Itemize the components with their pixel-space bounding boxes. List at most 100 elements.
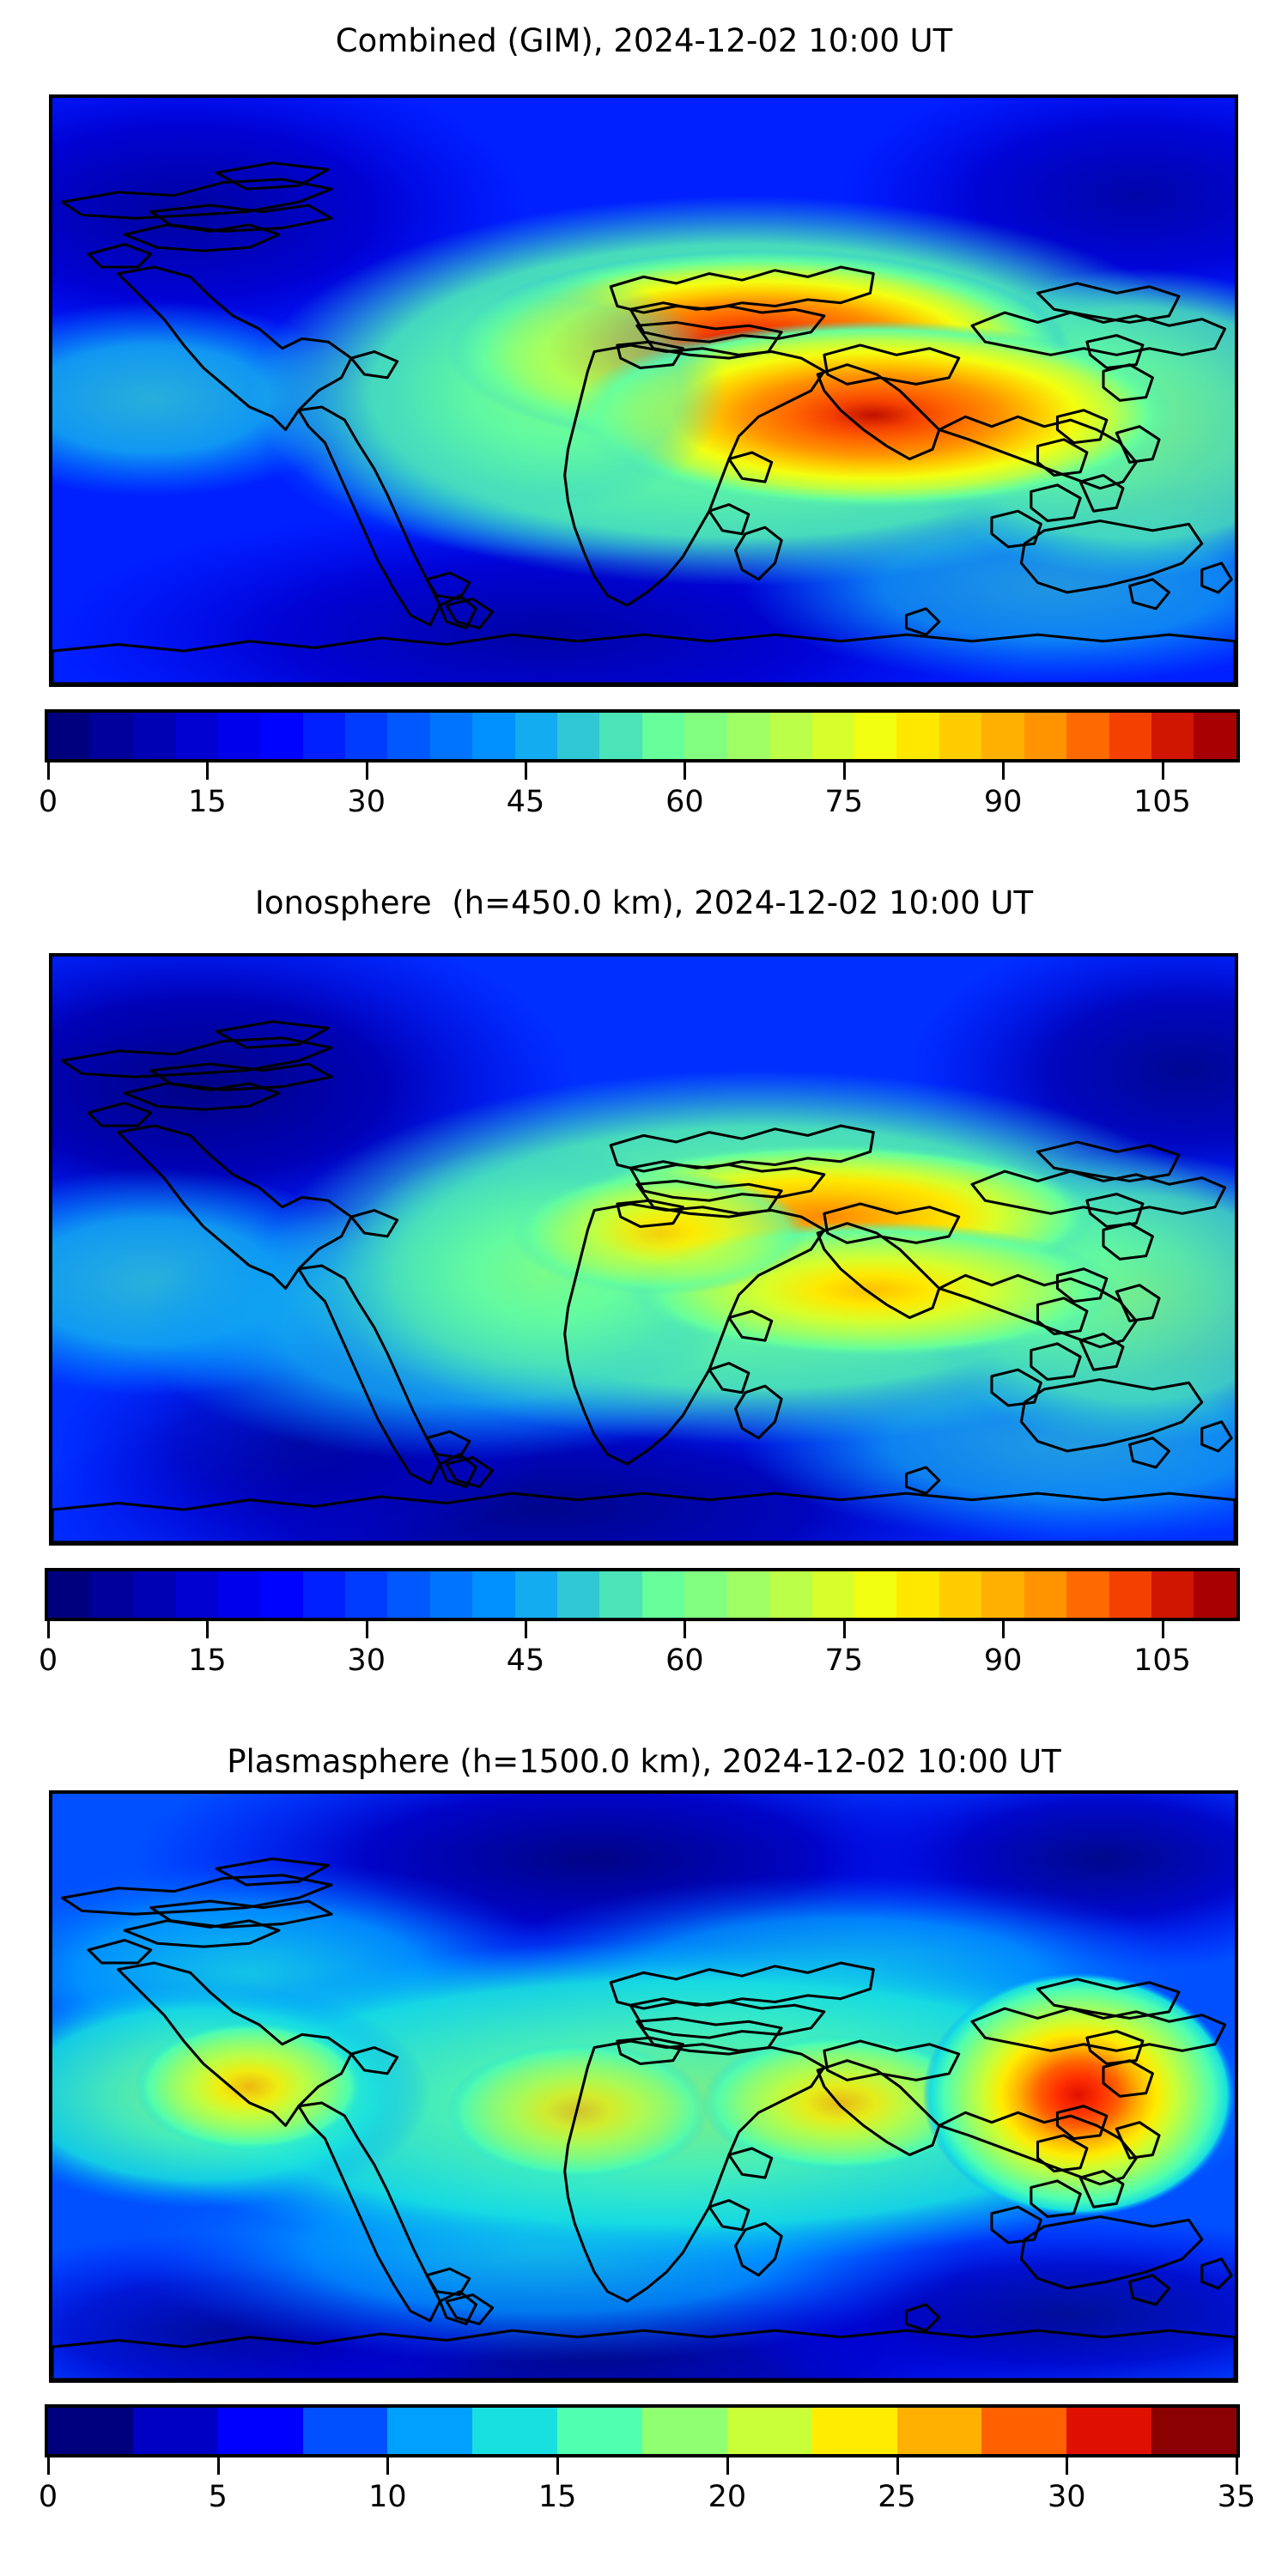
colorbar-ticklabel: 45 [506, 1643, 545, 1678]
colorbar-tickmark [47, 762, 50, 780]
colorbar-swatch [90, 713, 133, 759]
colorbar-tickmark [1002, 1621, 1005, 1638]
colorbar-swatch [302, 713, 345, 759]
coastlines-ionosphere [52, 1020, 1235, 1542]
colorbar-tickmark [896, 2458, 899, 2475]
colorbar-swatch [1066, 2408, 1152, 2454]
colorbar-swatch [726, 1571, 770, 1618]
colorbar-swatch [90, 1571, 133, 1618]
colorbar-ticklabel: 90 [983, 1643, 1023, 1678]
colorbar-swatch [1151, 713, 1194, 759]
colorbar-ticks-combined-gim: 0 15 30 45 60 75 90 105 [39, 762, 1240, 831]
colorbar-tickmark [1236, 2458, 1238, 2475]
colorbar-ticklabel: 15 [188, 785, 227, 819]
colorbar-tickmark [683, 762, 687, 780]
colorbar-swatch [811, 2408, 897, 2454]
colorbar-swatch [684, 713, 727, 759]
colorbar-tickmark [47, 2458, 50, 2475]
colorbar-swatch [344, 1571, 388, 1618]
colorbar-swatch [981, 1571, 1024, 1618]
colorbar-swatch [557, 2408, 643, 2454]
map-plasmasphere [49, 1790, 1238, 2383]
colorbar-swatch [217, 2408, 303, 2454]
colorbar-swatch [472, 1571, 515, 1618]
colorbar-tickmark [1161, 762, 1164, 780]
colorbar-swatch [1194, 713, 1236, 759]
colorbar-tickmark [216, 2458, 220, 2475]
colorbar-swatch [302, 1571, 345, 1618]
colorbar-ticklabel: 5 [208, 2480, 228, 2514]
colorbar-swatch [896, 713, 939, 759]
colorbar-ticklabel: 105 [1133, 785, 1191, 819]
colorbar-ticklabel: 30 [1048, 2480, 1086, 2514]
colorbar-tickmark [726, 2458, 729, 2475]
colorbar-ticklabel: 10 [368, 2480, 407, 2514]
colorbar-ticklabel: 90 [983, 785, 1023, 819]
colorbar-ticklabel: 15 [188, 1643, 227, 1678]
colorbar-swatch [896, 2408, 982, 2454]
colorbar-swatch [557, 1571, 600, 1618]
colorbar-ticklabel: 30 [347, 785, 386, 819]
colorbar-tickmark [206, 1621, 210, 1638]
colorbar-ticklabel: 35 [1217, 2480, 1256, 2514]
colorbar-swatch [132, 1571, 176, 1618]
colorbar-swatch [260, 1571, 303, 1618]
colorbar-tickmark [683, 1621, 687, 1638]
colorbar-tickmark [842, 1621, 846, 1638]
colorbar-swatch [854, 1571, 897, 1618]
colorbar-tickmark [365, 1621, 368, 1638]
colorbar-swatch [260, 713, 303, 759]
colorbar-ticklabel: 75 [824, 785, 864, 819]
colorbar-swatch [217, 713, 261, 759]
colorbar-swatch [1109, 1571, 1151, 1618]
colorbar-swatch [1151, 2408, 1237, 2454]
colorbar-swatch [1151, 1571, 1194, 1618]
colorbar-swatch [387, 713, 430, 759]
colorbar-ticklabel: 0 [38, 1643, 58, 1678]
panel-title-combined-gim: Combined (GIM), 2024-12-02 10:00 UT [335, 22, 953, 59]
colorbar-swatch [1066, 713, 1109, 759]
colorbar-swatch [472, 2408, 558, 2454]
colorbar-tickmark [1002, 762, 1005, 780]
colorbar-ticklabel: 75 [824, 1643, 864, 1678]
tec-field-ionosphere [52, 957, 1235, 1542]
colorbar-swatch [175, 1571, 218, 1618]
colorbar-tickmark [386, 2458, 390, 2475]
colorbar-swatch [641, 1571, 685, 1618]
colorbar-swatch [387, 1571, 430, 1618]
colorbar-tickmark [47, 1621, 50, 1638]
colorbar-swatch [896, 1571, 939, 1618]
colorbar-swatch [939, 713, 982, 759]
map-ionosphere [49, 953, 1238, 1546]
colorbar-swatch [811, 713, 855, 759]
colorbar-swatch [175, 713, 218, 759]
colorbar-swatch [48, 713, 91, 759]
colorbar-tickmark [842, 762, 846, 780]
colorbar-swatch [854, 713, 897, 759]
coastlines-combined [52, 161, 1235, 683]
colorbar-swatch [48, 2408, 133, 2454]
colorbar-swatch [132, 713, 176, 759]
colorbar-swatch [48, 1571, 91, 1618]
colorbar-swatch [472, 713, 515, 759]
colorbar-ticklabel: 15 [538, 2480, 577, 2514]
colorbar-ticklabel: 105 [1133, 1643, 1191, 1678]
colorbar-swatch [1024, 713, 1067, 759]
colorbar-swatch [344, 713, 388, 759]
colorbar-swatch [429, 713, 473, 759]
colorbar-swatch [1194, 1571, 1236, 1618]
colorbar-ticks-ionosphere: 0 15 30 45 60 75 90 105 [39, 1621, 1240, 1690]
colorbar-swatch [939, 1571, 982, 1618]
colorbar-swatch [1024, 1571, 1067, 1618]
colorbar-swatch [599, 713, 642, 759]
panel-title-ionosphere: Ionosphere (h=450.0 km), 2024-12-02 10:0… [254, 884, 1034, 921]
colorbar-tickmark [206, 762, 210, 780]
colorbar-swatch [981, 2408, 1067, 2454]
colorbar-tickmark [1161, 1621, 1164, 1638]
colorbar-tickmark [1066, 2458, 1069, 2475]
colorbar-swatch [684, 1571, 727, 1618]
colorbar-tickmark [525, 762, 528, 780]
colorbar-swatch [769, 1571, 812, 1618]
colorbar-swatch [302, 2408, 388, 2454]
